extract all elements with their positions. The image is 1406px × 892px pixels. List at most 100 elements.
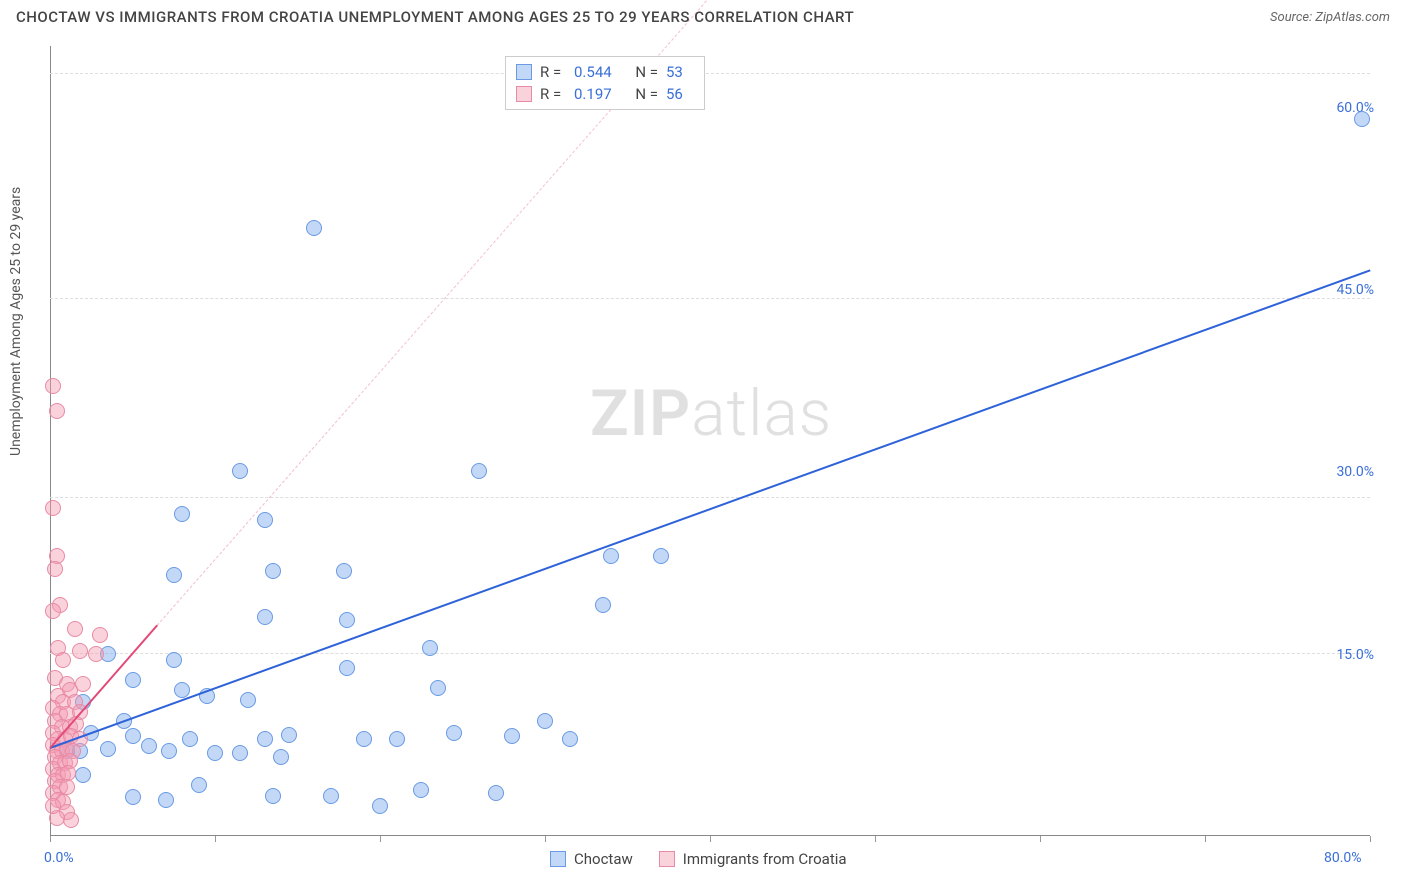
data-point [141, 738, 157, 754]
x-tick [875, 836, 876, 842]
data-point [174, 682, 190, 698]
gridline [50, 298, 1370, 299]
data-point [55, 652, 71, 668]
data-point [265, 788, 281, 804]
data-point [336, 563, 352, 579]
data-point [257, 512, 273, 528]
data-point [161, 743, 177, 759]
data-point [232, 745, 248, 761]
x-tick [710, 836, 711, 842]
data-point [63, 812, 79, 828]
chart-title: CHOCTAW VS IMMIGRANTS FROM CROATIA UNEMP… [16, 8, 854, 26]
legend-swatch [550, 851, 566, 867]
data-point [471, 463, 487, 479]
data-point [88, 646, 104, 662]
r-label: R = [540, 63, 566, 81]
data-point [306, 220, 322, 236]
x-tick-label: 0.0% [44, 850, 74, 866]
data-point [562, 731, 578, 747]
x-tick-label: 80.0% [1324, 850, 1362, 866]
data-point [240, 692, 256, 708]
data-point [653, 548, 669, 564]
x-tick [50, 836, 51, 842]
data-point [182, 731, 198, 747]
data-point [75, 767, 91, 783]
data-point [389, 731, 405, 747]
gridline [50, 73, 1370, 74]
y-tick-label: 15.0% [1336, 647, 1374, 663]
data-point [603, 548, 619, 564]
stats-row: R = 0.544 N = 53 [516, 61, 694, 83]
watermark: ZIPatlas [590, 376, 832, 451]
gridline [50, 497, 1370, 498]
data-point [125, 728, 141, 744]
data-point [595, 597, 611, 613]
x-tick [1040, 836, 1041, 842]
data-point [257, 609, 273, 625]
data-point [232, 463, 248, 479]
y-tick-label: 30.0% [1336, 464, 1374, 480]
data-point [265, 563, 281, 579]
data-point [166, 652, 182, 668]
data-point [257, 731, 273, 747]
data-point [273, 749, 289, 765]
data-point [488, 785, 504, 801]
data-point [125, 672, 141, 688]
data-point [191, 777, 207, 793]
x-tick [545, 836, 546, 842]
data-point [422, 640, 438, 656]
series-swatch [516, 86, 532, 102]
x-tick [1205, 836, 1206, 842]
r-label: R = [540, 85, 566, 103]
data-point [45, 378, 61, 394]
data-point [92, 627, 108, 643]
data-point [47, 561, 63, 577]
regression-line [50, 269, 1371, 749]
n-label: N = [632, 85, 658, 103]
r-value: 0.197 [574, 85, 624, 103]
data-point [45, 798, 61, 814]
chart-area: Unemployment Among Ages 25 to 29 years Z… [0, 36, 1406, 892]
data-point [158, 792, 174, 808]
legend: Choctaw Immigrants from Croatia [550, 850, 865, 868]
y-tick-label: 45.0% [1336, 282, 1374, 298]
data-point [100, 741, 116, 757]
data-point [75, 676, 91, 692]
legend-label: Immigrants from Croatia [683, 850, 847, 868]
data-point [281, 727, 297, 743]
data-point [207, 745, 223, 761]
data-point [430, 680, 446, 696]
data-point [67, 621, 83, 637]
legend-label: Choctaw [574, 850, 633, 868]
n-value: 53 [666, 63, 694, 81]
stats-row: R = 0.197 N = 56 [516, 83, 694, 105]
data-point [339, 660, 355, 676]
source-label: Source: ZipAtlas.com [1270, 10, 1390, 25]
data-point [49, 403, 65, 419]
data-point [125, 789, 141, 805]
plot-region: ZIPatlas 15.0%30.0%45.0%60.0%0.0%80.0%R … [50, 46, 1370, 836]
y-axis-label: Unemployment Among Ages 25 to 29 years [8, 187, 24, 456]
data-point [446, 725, 462, 741]
data-point [72, 643, 88, 659]
data-point [339, 612, 355, 628]
data-point [372, 798, 388, 814]
data-point [1354, 111, 1370, 127]
r-value: 0.544 [574, 63, 624, 81]
data-point [504, 728, 520, 744]
data-point [174, 506, 190, 522]
correlation-stats-box: R = 0.544 N = 53 R = 0.197 N = 56 [505, 56, 705, 110]
data-point [45, 500, 61, 516]
data-point [45, 603, 61, 619]
data-point [537, 713, 553, 729]
n-label: N = [632, 63, 658, 81]
legend-swatch [659, 851, 675, 867]
gridline [50, 653, 1370, 654]
data-point [166, 567, 182, 583]
series-swatch [516, 64, 532, 80]
x-tick [380, 836, 381, 842]
data-point [323, 788, 339, 804]
data-point [356, 731, 372, 747]
x-tick [215, 836, 216, 842]
n-value: 56 [666, 85, 694, 103]
